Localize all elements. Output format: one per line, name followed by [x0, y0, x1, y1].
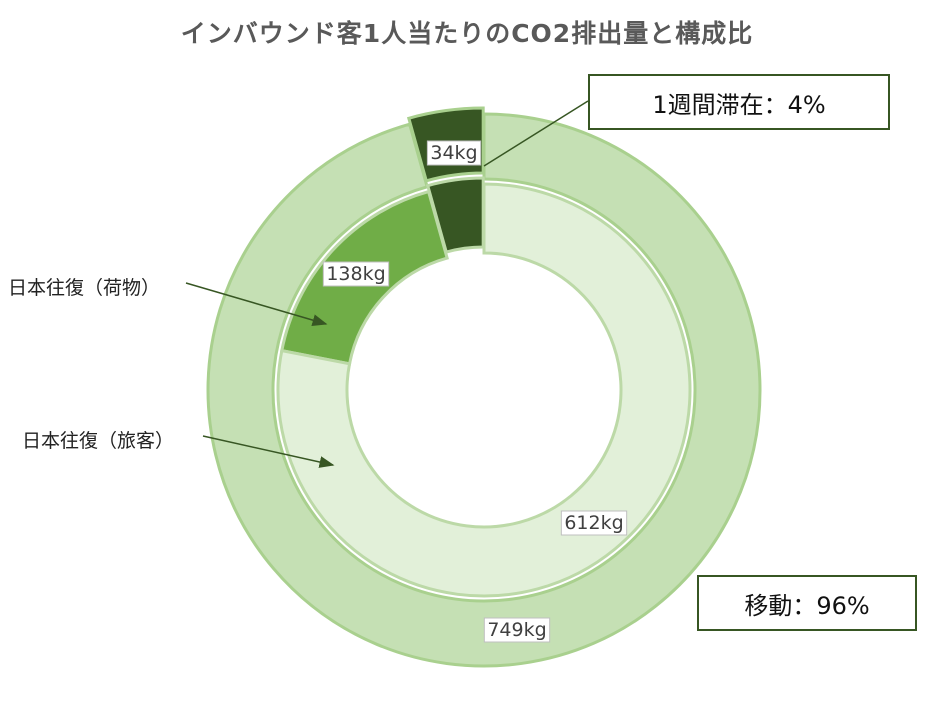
svg-text:749kg: 749kg — [487, 619, 546, 641]
data-label-cargo: 138kg — [322, 261, 390, 287]
data-label-passenger: 612kg — [560, 510, 628, 536]
arrow-cargo — [185, 282, 328, 326]
svg-text:138kg: 138kg — [326, 263, 385, 285]
leader-line-stay — [483, 100, 589, 167]
annotation-passenger: 日本往復（旅客） — [22, 430, 175, 452]
data-label-stay: 34kg — [426, 140, 482, 166]
arrow-passenger — [202, 435, 335, 468]
annotation-cargo: 日本往復（荷物） — [8, 277, 161, 299]
svg-text:612kg: 612kg — [564, 512, 623, 534]
chart-title: インバウンド客1人当たりのCO2排出量と構成比 — [180, 19, 754, 48]
callout-stay: 1週間滞在：4% — [588, 74, 890, 130]
data-label-move: 749kg — [483, 617, 551, 643]
ring2-segment-3 — [276, 182, 692, 598]
ring1-segment-2 — [206, 112, 762, 668]
callout-move: 移動：96% — [697, 575, 917, 631]
svg-text:34kg: 34kg — [430, 142, 477, 164]
